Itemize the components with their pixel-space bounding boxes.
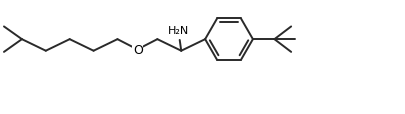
Text: H₂N: H₂N xyxy=(167,26,188,36)
Text: O: O xyxy=(132,44,142,57)
